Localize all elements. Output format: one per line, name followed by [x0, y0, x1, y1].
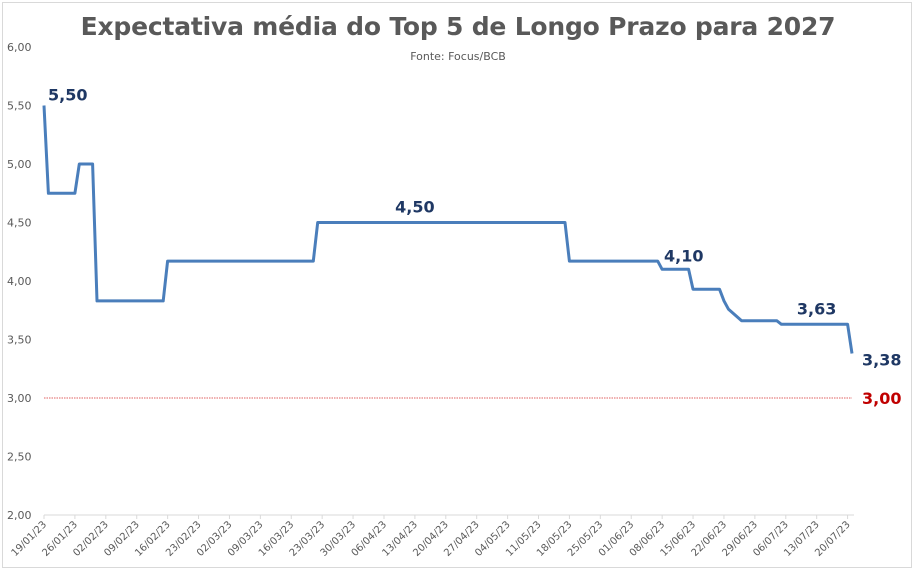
y-tick-label: 4,50 — [7, 217, 32, 230]
data-label: 3,38 — [862, 351, 901, 370]
y-tick-label: 3,00 — [7, 392, 32, 405]
y-tick-label: 2,00 — [7, 509, 32, 522]
data-label: 5,50 — [48, 86, 87, 105]
y-tick-label: 4,00 — [7, 275, 32, 288]
y-tick-label: 5,00 — [7, 158, 32, 171]
y-tick-label: 6,00 — [7, 41, 32, 54]
y-tick-label: 3,50 — [7, 334, 32, 347]
data-label: 4,50 — [395, 198, 434, 217]
y-tick-label: 5,50 — [7, 100, 32, 113]
chart-title: Expectativa média do Top 5 de Longo Praz… — [80, 12, 836, 41]
data-labels: 5,50 4,50 4,10 3,63 3,38 3,00 — [48, 86, 901, 409]
data-label: 3,63 — [797, 299, 836, 318]
series-layer — [42, 105, 854, 354]
target-data-label: 3,00 — [862, 389, 901, 408]
y-tick-label: 2,50 — [7, 451, 32, 464]
x-axis: 19/01/2326/01/2302/02/2309/02/2316/02/23… — [10, 514, 854, 559]
y-axis-labels: 2,00 2,50 3,00 3,50 4,00 4,50 5,00 5,50 6,00 — [7, 41, 32, 522]
series-line — [42, 105, 854, 354]
data-label: 4,10 — [664, 246, 703, 265]
chart-subtitle: Fonte: Focus/BCB — [410, 50, 506, 63]
